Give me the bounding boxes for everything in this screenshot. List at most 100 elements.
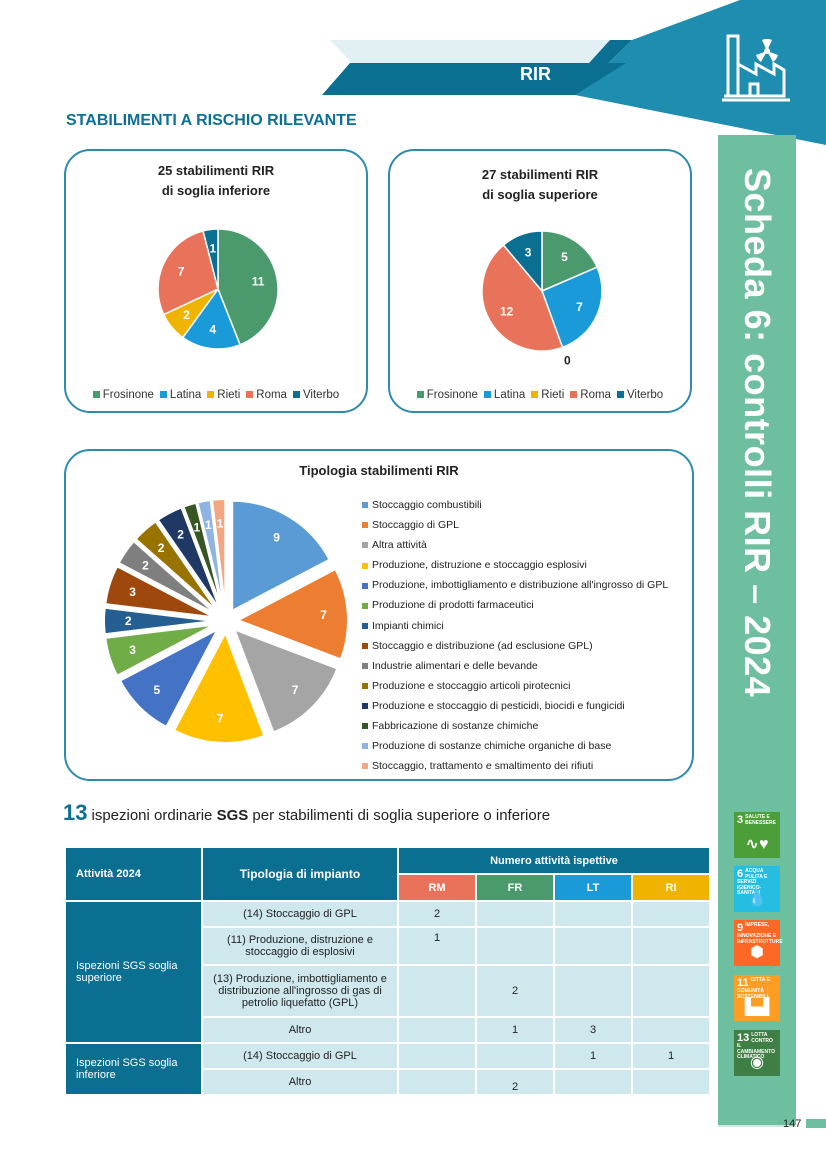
legend-swatch bbox=[362, 763, 368, 770]
legend-label: Stoccaggio, trattamento e smaltimento de… bbox=[372, 760, 594, 773]
legend-item-produzione-di-sostanze-chimiche-organiche-di-base: Produzione di sostanze chimiche organich… bbox=[362, 736, 668, 756]
pie-slice-stoccaggio-e-distribuzione-ad-esclusione-gpl bbox=[104, 564, 216, 619]
pie-slice-produzione-imbottigliamento-e-distribuzione-all-ingrosso-di-gpl bbox=[118, 627, 220, 729]
inspections-headline: 13 ispezioni ordinarie SGS per stabilimen… bbox=[63, 800, 551, 825]
header-banner bbox=[322, 0, 826, 145]
pie-label-produzione-e-stoccaggio-articoli-pirotecnici: 2 bbox=[158, 541, 165, 555]
value-cell bbox=[555, 966, 631, 1016]
legend-label: Produzione di sostanze chimiche organich… bbox=[372, 740, 612, 753]
value-cell bbox=[399, 966, 475, 1016]
legend-item-viterbo: Viterbo bbox=[616, 389, 664, 401]
sdg-9-icon: 9 IMPRESE, INNOVAZIONE E INFRASTRUTTURE ⬢ bbox=[734, 920, 783, 966]
pie-slice-stoccaggio-combustibili bbox=[231, 499, 331, 613]
page-number: 147 bbox=[783, 1118, 802, 1130]
pie-slice-roma bbox=[157, 229, 219, 316]
legend-label: Produzione e stoccaggio di pesticidi, bi… bbox=[372, 699, 625, 712]
legend-swatch bbox=[483, 391, 491, 399]
legend-swatch bbox=[362, 542, 368, 549]
pie-chart-superiore: 5 7 0 12 3 bbox=[481, 230, 603, 368]
table-row: Altro 2 bbox=[66, 1070, 709, 1094]
value-cell: 2 bbox=[399, 902, 475, 926]
legend-swatch bbox=[362, 522, 368, 529]
value-cell bbox=[477, 1044, 553, 1068]
legend-swatch bbox=[362, 703, 368, 710]
pie-slice-latina bbox=[541, 266, 603, 349]
legend-item-viterbo: Viterbo bbox=[292, 389, 340, 401]
pie-label-fabbricazione-di-sostanze-chimiche: 1 bbox=[194, 521, 201, 535]
pie-slice-impianti-chimici bbox=[103, 606, 215, 636]
value-cell bbox=[633, 902, 709, 926]
table-row: Ispezioni SGS soglia inferiore (14) Stoc… bbox=[66, 1044, 709, 1094]
side-title: Scheda 6: controlli RIR – 2024 bbox=[737, 168, 778, 698]
chart-card-superiore: 27 stabilimenti RIR di soglia superiore … bbox=[388, 149, 692, 413]
pie-label-stoccaggio-di-gpl: 7 bbox=[320, 608, 327, 622]
legend-label: Produzione, imbottigliamento e distribuz… bbox=[372, 579, 669, 592]
legend-item-rieti: Rieti bbox=[207, 389, 240, 401]
value-cell bbox=[399, 1044, 475, 1068]
table-header-fr: FR bbox=[477, 875, 553, 900]
legend-item-roma: Roma bbox=[246, 389, 287, 401]
table-header-ri: RI bbox=[633, 875, 709, 900]
pie-slice-produzione-e-stoccaggio-articoli-pirotecnici bbox=[134, 520, 219, 613]
legend-swatch bbox=[531, 391, 539, 399]
value-cell bbox=[399, 1018, 475, 1042]
legend-label: Stoccaggio combustibili bbox=[372, 499, 482, 511]
factory-radiation-icon bbox=[722, 34, 790, 102]
table-row: (13) Produzione, imbottigliamento e dist… bbox=[66, 966, 709, 1016]
value-cell bbox=[633, 1018, 709, 1042]
pie-label-impianti-chimici: 2 bbox=[125, 614, 132, 628]
legend-label: Roma bbox=[580, 389, 611, 401]
table-row: Ispezioni SGS soglia superiore (14) Stoc… bbox=[66, 902, 709, 1042]
pie-label-frosinone: 11 bbox=[252, 274, 265, 288]
group-label-superiore: Ispezioni SGS soglia superiore bbox=[66, 902, 201, 1042]
pie-label-produzione-distruzione-e-stoccaggio-esplosivi: 7 bbox=[217, 712, 224, 726]
row-type: (11) Produzione, distruzione e stoccaggi… bbox=[203, 928, 397, 964]
value-cell: 1 bbox=[477, 1018, 553, 1042]
legend-swatch bbox=[207, 391, 215, 399]
value-cell bbox=[555, 1070, 631, 1094]
legend-swatch bbox=[616, 391, 624, 399]
pie-label-stoccaggio-e-distribuzione-ad-esclusione-gpl: 3 bbox=[129, 585, 136, 599]
legend-label: Produzione e stoccaggio articoli pirotec… bbox=[372, 679, 571, 692]
pie-slice-latina bbox=[181, 287, 242, 350]
value-cell bbox=[633, 1070, 709, 1094]
legend-label: Roma bbox=[256, 389, 287, 401]
pie-label-roma: 7 bbox=[178, 265, 185, 279]
legend-item-stoccaggio-trattamento-e-smaltimento-dei-rifiuti: Stoccaggio, trattamento e smaltimento de… bbox=[362, 756, 668, 776]
legend-superiore: Frosinone Latina Rieti Roma Viterbo bbox=[390, 389, 690, 401]
legend-label: Industrie alimentari e delle bevande bbox=[372, 659, 538, 672]
value-cell bbox=[477, 928, 553, 964]
legend-item-produzione-e-stoccaggio-di-pesticidi-biocidi-e-fungicidi: Produzione e stoccaggio di pesticidi, bi… bbox=[362, 696, 668, 716]
row-type: (13) Produzione, imbottigliamento e dist… bbox=[203, 966, 397, 1016]
table-header-rm: RM bbox=[399, 875, 475, 900]
sdg-6-icon: 6 ACQUA PULITA E SERVIZI IGIENICO-SANITAR… bbox=[734, 866, 780, 912]
table-header-type: Tipologia di impianto bbox=[203, 848, 397, 900]
value-cell bbox=[399, 1070, 475, 1094]
legend-item-latina: Latina bbox=[483, 389, 525, 401]
legend-swatch bbox=[92, 391, 100, 399]
table-header-lt: LT bbox=[555, 875, 631, 900]
legend-label: Viterbo bbox=[626, 389, 664, 401]
sdg-11-icon: 11 CITTÀ E COMUNITÀ SOSTENIBILI ▙▟ bbox=[734, 975, 780, 1021]
legend-label: Viterbo bbox=[302, 389, 340, 401]
sdg-13-icon: 13 LOTTA CONTRO IL CAMBIAMENTO CLIMATICO … bbox=[734, 1030, 780, 1076]
legend-item-frosinone: Frosinone bbox=[92, 389, 154, 401]
pie-slice-frosinone bbox=[541, 230, 599, 293]
legend-item-produzione-imbottigliamento-e-distribuzione-all-ingrosso-di-gpl: Produzione, imbottigliamento e distribuz… bbox=[362, 575, 668, 595]
section-title: STABILIMENTI A RISCHIO RILEVANTE bbox=[66, 112, 357, 129]
table-header-activity: Attività 2024 bbox=[66, 848, 201, 900]
table-row: (11) Produzione, distruzione e stoccaggi… bbox=[66, 928, 709, 964]
value-cell: 3 bbox=[555, 1018, 631, 1042]
legend-swatch bbox=[362, 743, 368, 750]
legend-label: Impianti chimici bbox=[372, 619, 444, 632]
pie-label-produzione-di-prodotti-farmaceutici: 3 bbox=[129, 643, 136, 657]
inspections-table: Attività 2024 Tipologia di impianto Nume… bbox=[64, 846, 711, 1096]
pie-slice-industrie-alimentari-e-delle-bevande bbox=[117, 539, 217, 616]
legend-item-stoccaggio-combustibili: Stoccaggio combustibili bbox=[362, 495, 668, 515]
legend-swatch bbox=[362, 602, 368, 609]
legend-swatch bbox=[362, 622, 368, 629]
value-cell bbox=[633, 928, 709, 964]
legend-label: Stoccaggio di GPL bbox=[372, 519, 459, 532]
legend-item-roma: Roma bbox=[570, 389, 611, 401]
pie-label-viterbo: 3 bbox=[525, 246, 532, 260]
